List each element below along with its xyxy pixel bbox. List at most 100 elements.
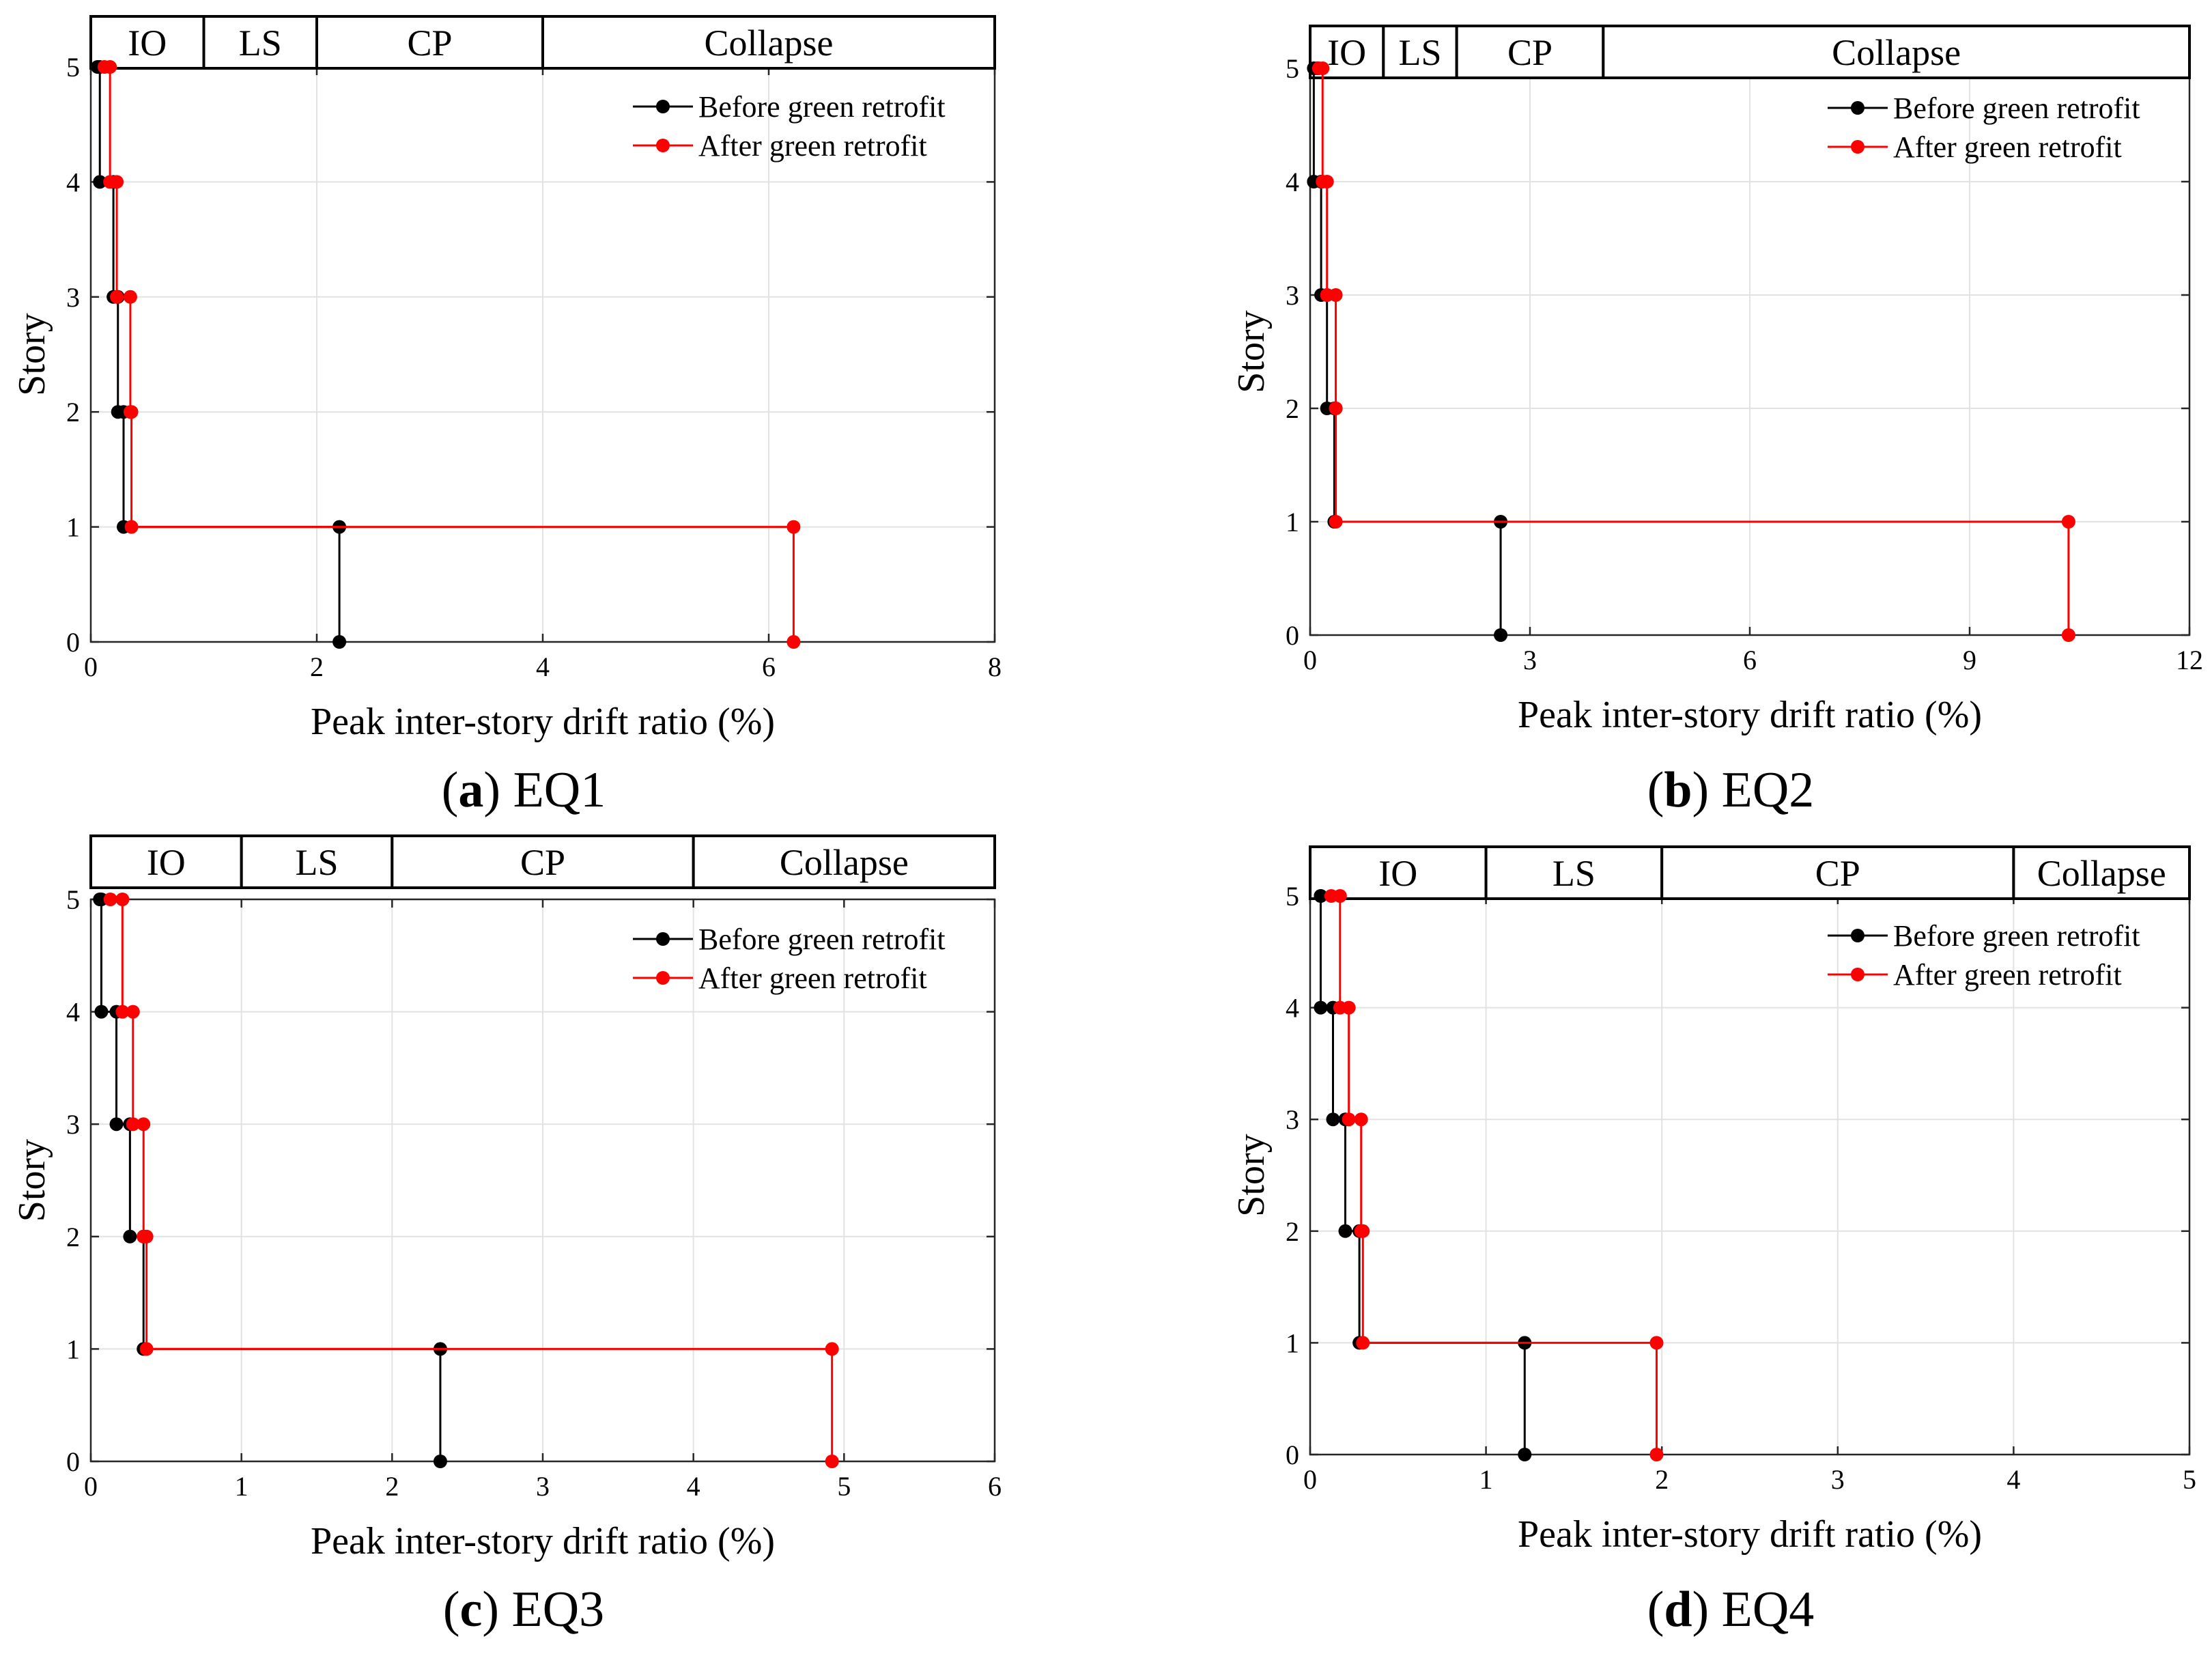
caption-paren-close: ) (1692, 1582, 1722, 1638)
x-axis-label: Peak inter-story drift ratio (%) (311, 1520, 775, 1562)
series-line (1331, 895, 1658, 1455)
performance-band-label: IO (128, 23, 167, 64)
data-point (1354, 1112, 1368, 1127)
x-tick-label: 1 (1479, 1464, 1493, 1495)
caption-letter: c (459, 1582, 482, 1638)
legend-marker (656, 100, 670, 113)
legend-marker (1851, 101, 1864, 115)
y-tick-label: 0 (66, 1446, 80, 1477)
x-tick-label: 3 (1523, 645, 1537, 675)
performance-band-label: IO (1327, 32, 1366, 73)
data-point (110, 290, 124, 304)
performance-band-label: CP (407, 23, 452, 64)
x-tick-label: 8 (988, 651, 1002, 682)
caption-letter: a (458, 762, 483, 818)
data-point (1326, 1112, 1340, 1127)
performance-band (315, 15, 544, 70)
y-tick-label: 5 (1286, 881, 1299, 912)
panel-caption: (a) EQ1 (442, 762, 606, 818)
y-tick-label: 0 (1286, 620, 1299, 651)
performance-band (541, 15, 996, 70)
x-tick-label: 2 (310, 651, 324, 682)
y-axis-label: Story (11, 1139, 53, 1222)
series-before (93, 893, 447, 1468)
x-tick-label: 6 (762, 651, 776, 682)
data-point (433, 1455, 447, 1468)
x-tick-label: 2 (385, 1471, 399, 1502)
y-tick-label: 4 (66, 997, 80, 1028)
caption-paren-open: ( (443, 1582, 460, 1638)
data-point (109, 1117, 124, 1132)
performance-band-label: Collapse (780, 842, 909, 883)
x-tick-label: 9 (1963, 645, 1976, 675)
y-tick-label: 4 (1286, 993, 1299, 1024)
data-point (1329, 402, 1343, 415)
legend-entry: After green retrofit (1893, 130, 2122, 164)
y-tick-label: 2 (1286, 393, 1299, 424)
x-tick-label: 1 (235, 1471, 249, 1502)
performance-band-label: Collapse (1832, 32, 1961, 73)
y-tick-label: 2 (1286, 1216, 1299, 1247)
x-tick-label: 0 (84, 1471, 98, 1502)
data-point (2061, 628, 2075, 642)
data-point (115, 1005, 130, 1019)
legend-entry: Before green retrofit (1893, 92, 2140, 125)
y-tick-label: 5 (1286, 53, 1299, 84)
series-line (1319, 896, 1526, 1455)
legend-marker (656, 932, 670, 946)
caption-name: EQ2 (1722, 762, 1815, 818)
data-point (825, 1342, 839, 1356)
legend-entry: Before green retrofit (698, 90, 946, 124)
data-point (97, 60, 111, 74)
performance-band-label: IO (147, 842, 186, 883)
data-point (1311, 61, 1326, 75)
y-tick-label: 3 (66, 282, 80, 313)
data-point (103, 175, 117, 189)
y-axis-label: Story (1230, 1134, 1273, 1216)
data-point (1338, 1224, 1352, 1238)
y-tick-label: 3 (1286, 280, 1299, 311)
data-point (332, 635, 347, 649)
legend-entry: After green retrofit (698, 962, 927, 995)
y-tick-label: 1 (1286, 507, 1299, 537)
data-point (93, 175, 107, 189)
y-tick-label: 0 (1286, 1440, 1299, 1470)
data-point (1316, 175, 1330, 188)
y-axis-label: Story (1230, 310, 1273, 393)
performance-band-label: CP (1507, 32, 1552, 73)
y-tick-label: 1 (1286, 1328, 1299, 1358)
data-point (111, 405, 125, 419)
data-point (1649, 1448, 1664, 1461)
data-point (124, 520, 139, 534)
x-tick-label: 3 (1831, 1464, 1845, 1495)
x-tick-label: 6 (1743, 645, 1757, 675)
series-after (1311, 61, 2075, 642)
y-tick-label: 4 (1286, 167, 1299, 197)
y-tick-label: 1 (66, 1334, 80, 1364)
x-axis-label: Peak inter-story drift ratio (%) (1518, 1513, 1982, 1556)
chart-panel-a: 0 2 4 6 8 0 1 2 3 4 5 Peak inter-story drift ratio … (11, 15, 1002, 818)
caption-paren-close: ) (482, 1582, 511, 1638)
performance-band (1309, 25, 1385, 79)
series-line (97, 66, 341, 642)
y-tick-label: 5 (66, 884, 80, 915)
legend-entry: After green retrofit (1893, 958, 2122, 992)
performance-band (692, 834, 997, 889)
legend-entry: After green retrofit (698, 129, 927, 163)
data-point (1333, 1000, 1347, 1015)
panel-caption: (d) EQ4 (1647, 1582, 1815, 1638)
panel-caption: (b) EQ2 (1647, 762, 1815, 818)
performance-band-label: LS (1552, 853, 1596, 894)
legend-marker (656, 971, 670, 985)
performance-band (1382, 25, 1458, 79)
performance-band-label: LS (295, 842, 338, 883)
x-tick-label: 4 (2007, 1464, 2020, 1495)
chart-panel-d: 0 1 2 3 4 5 0 1 2 3 4 5 Peak inter-story drift ratio… (1230, 845, 2196, 1638)
caption-paren-open: ( (1647, 1582, 1664, 1638)
legend-entry: Before green retrofit (698, 923, 946, 956)
caption-paren-open: ( (442, 762, 459, 818)
data-point (94, 1005, 109, 1019)
series-line (100, 898, 442, 1461)
x-axis-label: Peak inter-story drift ratio (%) (311, 701, 775, 743)
